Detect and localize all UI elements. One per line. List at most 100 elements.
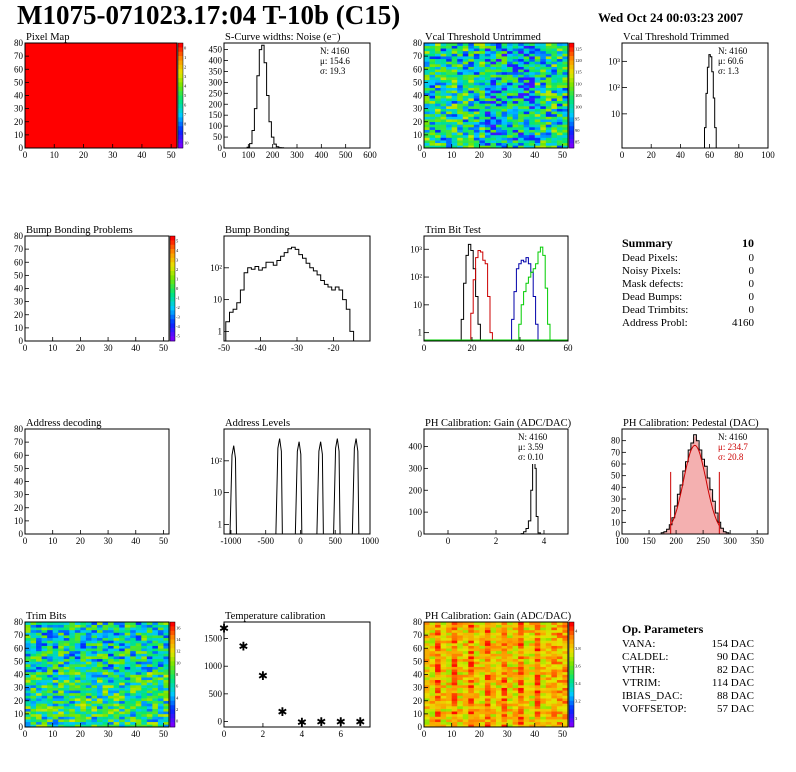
pixel-map-y-tick-label: 30 (14, 104, 24, 114)
pixel-map-z-tick: 2 (184, 64, 186, 69)
address-levels-y-tick-label: 10 (213, 488, 223, 498)
bump-problems-title: Bump Bonding Problems (26, 225, 133, 236)
ph-pedestal-chart: PH Calibration: Pedestal (DAC)100 150 200 2… (611, 418, 769, 546)
page-date: Wed Oct 24 00:03:23 2007 (598, 10, 744, 25)
pixel-map-palette: 0 1 2 3 4 5 6 7 8 9 10 (177, 42, 189, 149)
vcal-trimmed-stat: N: 4160 (718, 46, 748, 56)
vcal-trimmed-x-tick-label: 60 (705, 150, 715, 160)
trim-bit-test-title: Trim Bit Test (425, 225, 481, 236)
vcal-untrimmed-z-tick: 85 (575, 140, 580, 145)
bump-bonding-y-tick-label: 1 (218, 326, 223, 336)
ph-pedestal-y-tick-label: 70 (611, 447, 621, 457)
ph-gain-histogram (518, 437, 543, 535)
ph-pedestal-x-tick-label: 300 (723, 536, 737, 546)
address-decoding-chart: Address decoding 0 10 20 30 40 50 0 10 20 30 40 50 60… (14, 418, 170, 546)
scurve-y-tick-label: 300 (209, 77, 223, 87)
trim-bits-y-tick-label: 40 (14, 670, 24, 680)
pixel-map-chart: Pixel Map 0 1 2 3 4 5 6 7 8 9 10 0 10 20 30 40 50 0 10 20 30 4… (14, 32, 189, 160)
pixel-map-z-tick: 0 (184, 45, 187, 50)
trim-bits-y-tick-label: 80 (14, 617, 24, 627)
ph-gain-map-y-tick-label: 40 (413, 670, 423, 680)
ph-pedestal-frame (621, 428, 769, 535)
address-levels-x-tick-label: 1000 (361, 536, 380, 546)
trim-bits-cells (25, 622, 170, 728)
ph-gain-map-y-tick-label: 10 (413, 709, 423, 719)
temp-cal-x-tick-label: 6 (339, 729, 344, 739)
bump-bonding-frame (223, 235, 371, 342)
vcal-untrimmed-y-tick-label: 60 (413, 64, 423, 74)
vcal-trimmed-y-tick-label: 10 (611, 109, 621, 119)
bump-problems-x-tick-label: 10 (48, 343, 58, 353)
trim-bits-y-tick-label: 60 (14, 643, 24, 653)
address-decoding-y-tick-label: 70 (14, 437, 24, 447)
ph-gain-y-tick-label: 200 (409, 485, 423, 495)
vcal-untrimmed-z-tick: 115 (575, 70, 582, 75)
address-levels-peak (316, 441, 324, 535)
ph-gain-map-z-tick: 3.4 (575, 681, 581, 686)
ph-pedestal-y-tick-label: 0 (616, 529, 621, 539)
pixel-map-y-tick-label: 20 (14, 117, 24, 127)
ph-pedestal-title: PH Calibration: Pedestal (DAC) (623, 418, 759, 429)
bump-problems-y-tick-label: 20 (14, 310, 24, 320)
vcal-untrimmed-z-tick: 105 (575, 93, 583, 98)
bump-problems-z-tick: 4 (176, 248, 179, 253)
bump-problems-z-tick: -1 (176, 296, 180, 301)
address-decoding-y-tick-label: 10 (14, 516, 24, 526)
ph-gain-map-title: PH Calibration: Gain (ADC/DAC) (425, 611, 572, 622)
ph-gain-map-z-tick: 4 (575, 628, 578, 633)
trim-bits-y-tick-label: 10 (14, 709, 24, 719)
ph-pedestal-histogram (658, 434, 732, 535)
ph-pedestal-stat: μ: 234.7 (718, 442, 748, 452)
bump-problems-x-tick-label: 20 (76, 343, 86, 353)
vcal-untrimmed-y-tick-label: 50 (413, 77, 423, 87)
vcal-untrimmed-y-tick-label: 30 (413, 104, 423, 114)
ph-gain-map-x-tick-label: 40 (530, 729, 540, 739)
ph-gain-stat: σ: 0.10 (518, 452, 544, 462)
vcal-untrimmed-z-tick: 120 (575, 58, 583, 63)
trim-bits-x-tick-label: 50 (159, 729, 169, 739)
ph-gain-y-tick-label: 400 (409, 442, 423, 452)
ph-pedestal-x-tick-label: 350 (750, 536, 764, 546)
ph-gain-title: PH Calibration: Gain (ADC/DAC) (425, 418, 572, 429)
ph-gain-x-tick-label: 0 (446, 536, 451, 546)
scurve-chart: S-Curve widths: Noise (e⁻) 0 100 200 300 400 5… (209, 32, 378, 160)
vcal-untrimmed-z-tick: 100 (575, 105, 583, 110)
ph-pedestal-y-tick-label: 30 (611, 494, 621, 504)
trim-bits-z-tick: 0 (176, 719, 179, 724)
trim-bits-z-tick: 10 (176, 660, 181, 665)
ph-gain-map-y-tick-label: 80 (413, 617, 423, 627)
bump-problems-y-tick-label: 40 (14, 284, 24, 294)
op-param-row: VTHR: 82 DAC (622, 664, 754, 676)
address-decoding-x-tick-label: 40 (131, 536, 141, 546)
temp-cal-x-tick-label: 4 (300, 729, 305, 739)
trim-bits-z-tick: 4 (176, 695, 179, 700)
address-decoding-frame (24, 428, 170, 535)
ph-gain-y-tick-label: 100 (409, 507, 423, 517)
trim-bit-test-y-tick-label: 10 (413, 300, 423, 310)
vcal-trimmed-x-tick-label: 40 (676, 150, 686, 160)
vcal-untrimmed-x-tick-label: 50 (558, 150, 568, 160)
vcal-untrimmed-x-tick-label: 10 (447, 150, 457, 160)
op-param-row: VOFFSETOP: 57 DAC (622, 703, 754, 715)
pixel-map-y-tick-label: 10 (14, 130, 24, 140)
ph-gain-map-y-tick-label: 0 (418, 722, 423, 732)
bump-bonding-y-tick-label: 10² (210, 263, 222, 273)
pixel-map-x-tick-label: 10 (50, 150, 60, 160)
bump-bonding-x-tick-label: -50 (218, 343, 230, 353)
trim-bit-test-y-tick-label: 10³ (410, 244, 422, 254)
ph-gain-map-z-tick: 3.8 (575, 646, 581, 651)
vcal-trimmed-y-tick-label: 10³ (608, 56, 620, 66)
pixel-map-z-tick: 9 (184, 131, 187, 136)
address-decoding-y-tick-label: 60 (14, 450, 24, 460)
trim-bits-x-tick-label: 30 (104, 729, 114, 739)
address-levels-chart: Address Levels -1000 -500 0 500 1000 1 10 10² (210, 418, 379, 546)
ph-pedestal-y-tick-label: 80 (611, 436, 621, 446)
scurve-y-tick-label: 100 (209, 121, 223, 131)
ph-pedestal-x-tick-label: 200 (669, 536, 683, 546)
bump-problems-y-tick-label: 80 (14, 231, 24, 241)
op-param-row: CALDEL: 90 DAC (622, 651, 754, 663)
vcal-untrimmed-z-tick: 110 (575, 81, 582, 86)
address-levels-peak (275, 438, 283, 535)
vcal-untrimmed-chart: Vcal Threshold Untrimmed1251201151101051… (413, 32, 583, 160)
pixel-map-fill (25, 43, 177, 148)
